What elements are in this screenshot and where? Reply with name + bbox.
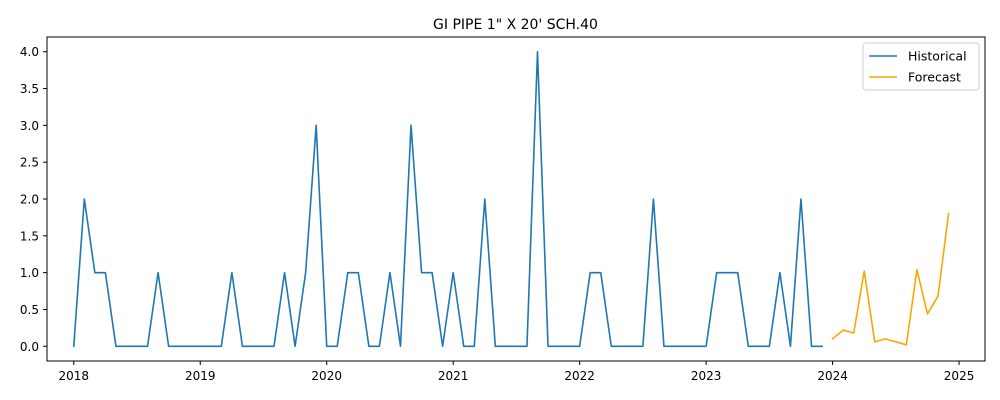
x-tick-label: 2022 [564,369,595,383]
legend: Historical Forecast [862,42,980,91]
series-line-historical [72,50,823,348]
y-tick-label: 4.0 [20,45,39,59]
y-tick-label: 1.5 [20,229,39,243]
y-tick-label: 2.5 [20,156,39,170]
y-tick-label: 1.0 [20,266,39,280]
y-tick-label: 3.5 [20,82,39,96]
legend-box [862,42,980,91]
legend-label-historical: Historical [908,49,967,64]
x-tick-label: 2020 [311,369,342,383]
x-tick-label: 2021 [438,369,469,383]
plot-area [72,50,950,348]
x-tick-label: 2025 [944,369,975,383]
x-tick-label: 2019 [185,369,216,383]
x-axis: 2018 2019 2020 2021 2022 2023 2024 2025 [58,361,974,383]
y-tick-label: 0.0 [20,340,39,354]
x-tick-label: 2018 [58,369,89,383]
y-tick-label: 0.5 [20,303,39,317]
x-tick-label: 2023 [691,369,722,383]
legend-label-forecast: Forecast [908,70,961,85]
y-tick-label: 3.0 [20,119,39,133]
series-line-forecast [831,212,950,346]
x-tick-label: 2024 [817,369,848,383]
y-axis: 0.0 0.5 1.0 1.5 2.0 2.5 3.0 3.5 4.0 [20,45,47,354]
axes-frame [46,36,986,362]
y-tick-label: 2.0 [20,193,39,207]
chart-title: GI PIPE 1" X 20' SCH.40 [433,17,598,33]
